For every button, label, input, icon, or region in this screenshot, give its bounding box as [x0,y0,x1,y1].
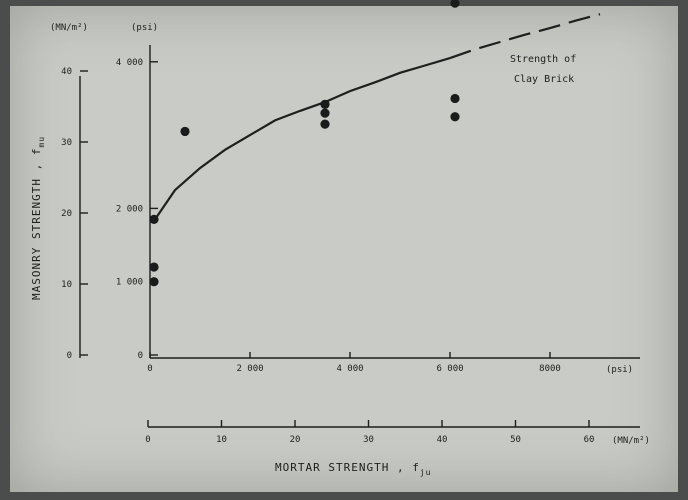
data-point [149,214,159,224]
x-primary-unit: (psi) [606,365,633,375]
x2-tick-label: 60 [584,435,595,445]
y2-tick-label: 0 [67,351,72,361]
data-point [320,119,330,129]
y-primary-unit: (psi) [131,23,158,33]
annotation-line-2: Clay Brick [514,74,574,85]
y2-tick-label: 20 [61,209,72,219]
y2-tick-label: 40 [61,67,72,77]
y-axis-title: MASONRY STRENGTH , fmu [30,136,46,300]
x-secondary-ticks: 0 10 20 30 40 50 60 [145,420,594,445]
y-secondary-ticks: 0 10 20 30 40 [61,67,88,361]
trend-curve-dashed [449,13,601,60]
data-point [149,277,159,287]
data-point [180,126,190,137]
x-primary-ticks: 0 2 000 4 000 6 000 8000 [147,352,561,374]
x1-tick-label: 4 000 [336,364,363,374]
x2-tick-label: 50 [510,435,521,445]
data-point [149,262,159,272]
data-point [450,93,460,104]
x2-tick-label: 20 [290,435,301,445]
x-axis-title: MORTAR STRENGTH , fju [275,461,431,477]
trend-curve-solid [154,57,451,221]
y1-tick-label: 2 000 [116,204,143,214]
x2-tick-label: 10 [216,435,227,445]
y1-tick-label: 0 [138,351,143,361]
y1-tick-label: 1 000 [116,278,143,288]
data-point [320,108,330,118]
data-point [450,0,460,8]
x1-tick-label: 0 [147,364,152,374]
y2-tick-label: 10 [61,280,72,290]
y-secondary-unit: (MN/m²) [50,23,88,33]
data-point [320,99,330,109]
paper-background [10,6,678,492]
data-point [450,112,460,122]
annotation-line-1: Strength of [510,54,576,65]
x2-tick-label: 0 [145,435,150,445]
data-points [149,0,460,287]
y2-tick-label: 30 [61,138,72,148]
x2-tick-label: 30 [363,435,374,445]
x1-tick-label: 2 000 [236,364,263,374]
x1-tick-label: 6 000 [436,364,463,374]
x2-tick-label: 40 [437,435,448,445]
y1-tick-label: 4 000 [116,58,143,68]
x1-tick-label: 8000 [539,364,561,374]
x-secondary-unit: (MN/m²) [612,436,650,446]
